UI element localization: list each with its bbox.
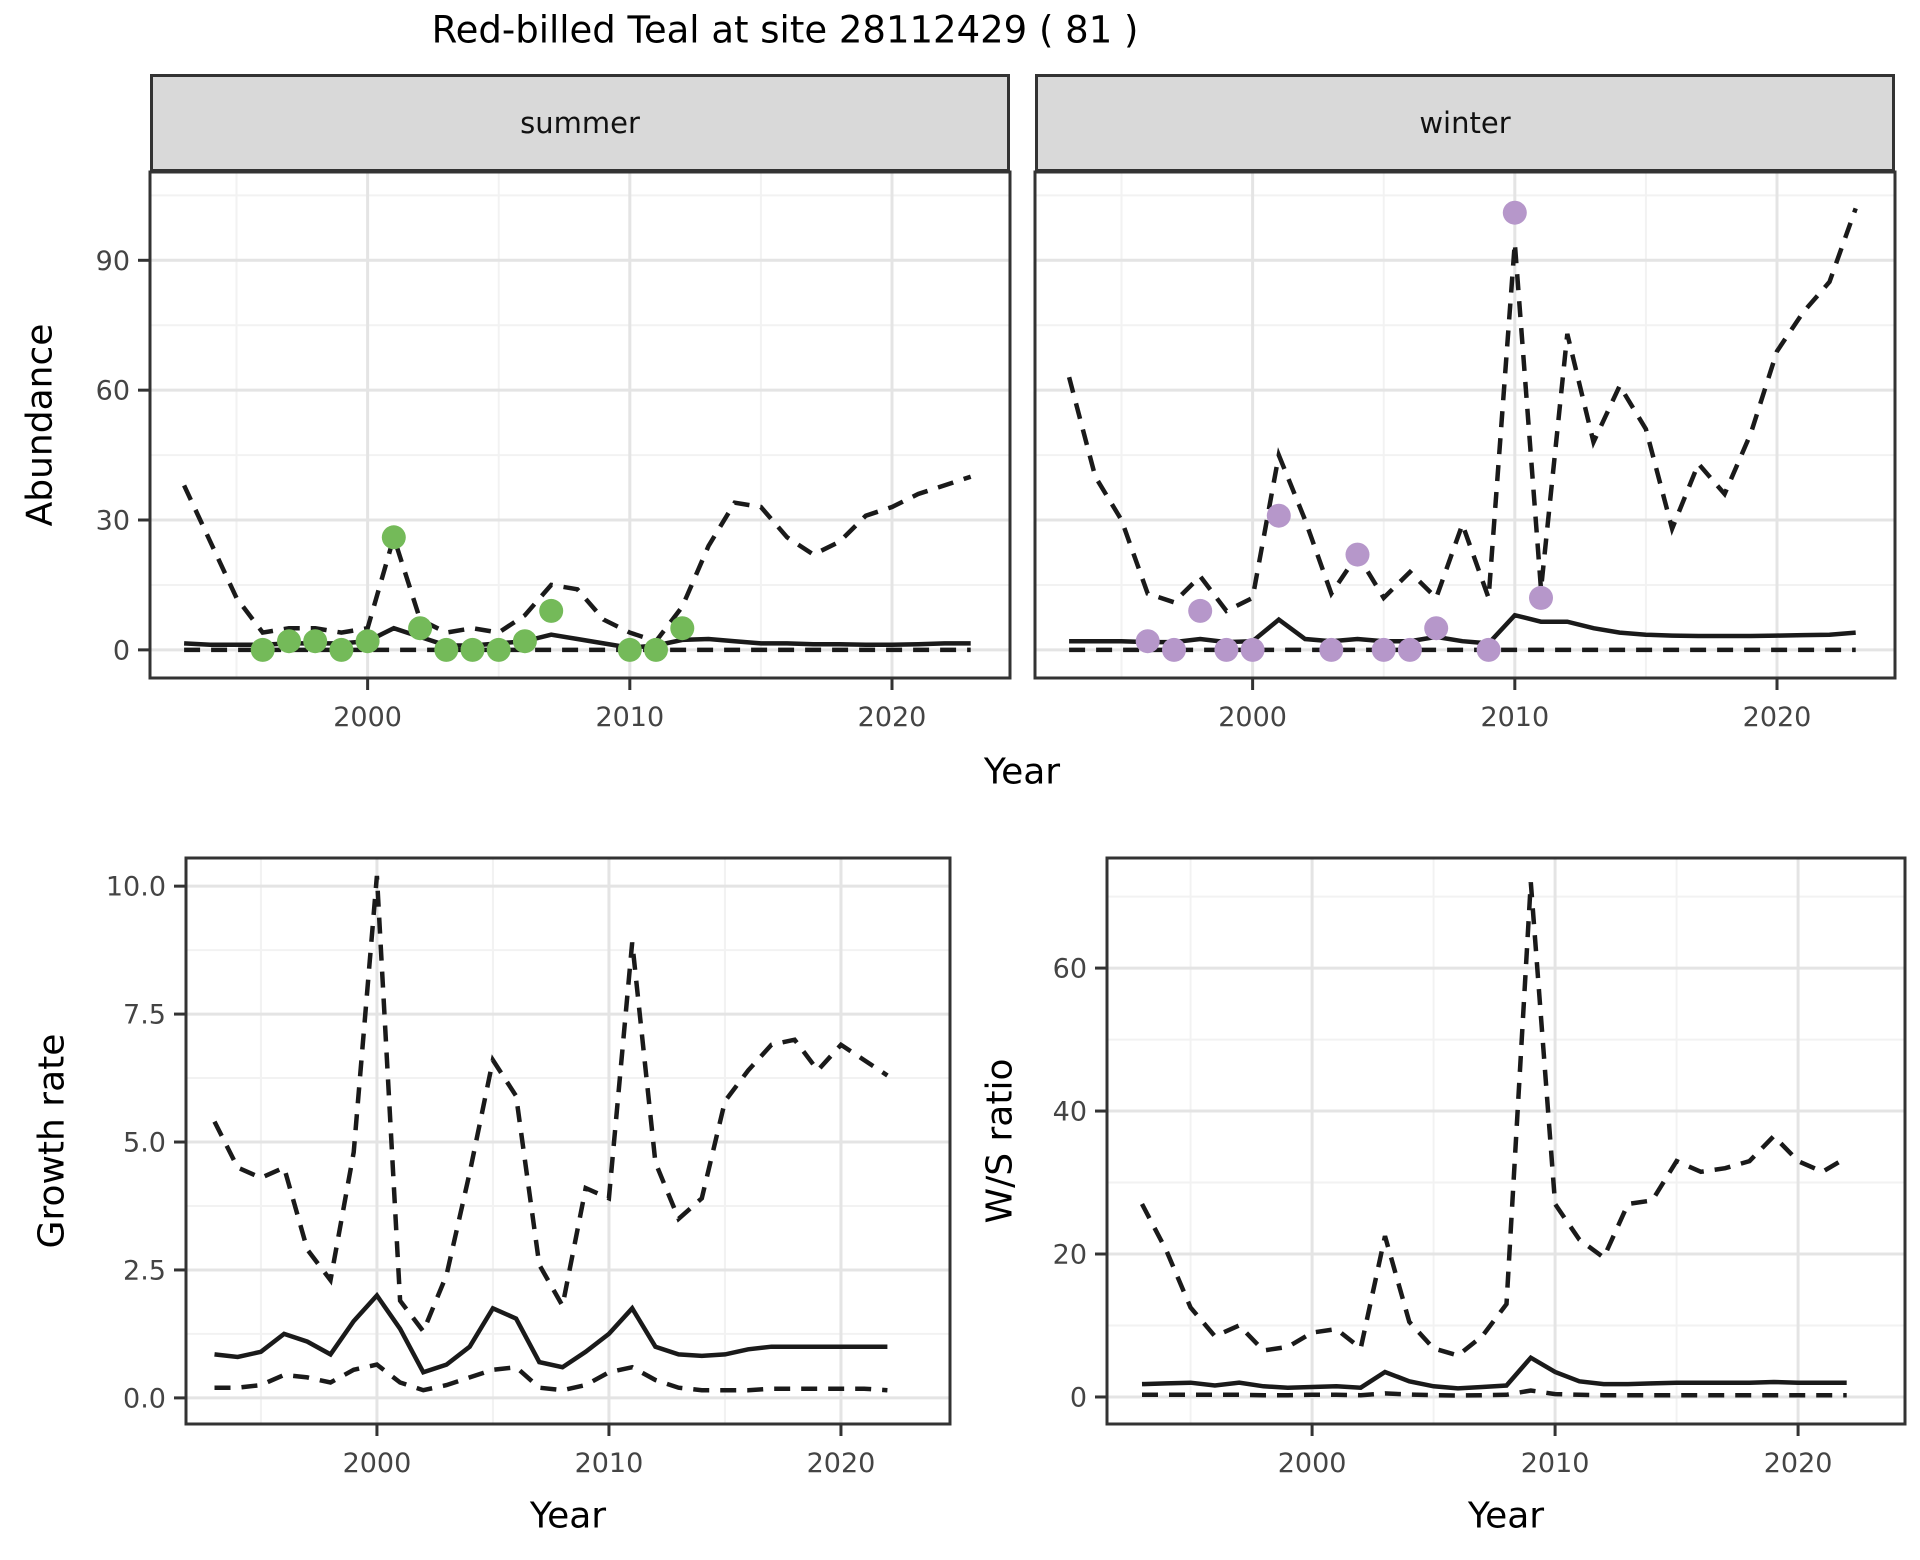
observed_counts-point [539,598,564,623]
panel-winter: 2000 2010 2020 [1033,170,1897,733]
abundance-axis-title: Abundance [19,323,61,527]
observed_counts-point [1266,503,1291,528]
observed_counts-point [408,616,433,641]
panel-growth-rate: 2000 2010 2020 0.0 2.5 5.0 7.5 10.0 [106,856,952,1479]
observed_counts-point [1319,637,1344,662]
y-tick-label: 7.5 [123,1000,166,1031]
y-tick-label: 0 [113,635,130,666]
observed_counts-point [434,637,459,662]
facet-label-summer: summer [520,106,640,140]
x-tick-label: 2020 [858,702,927,733]
observed_counts-point [303,629,328,654]
ws-ratio-axis-title: W/S ratio [979,1058,1021,1224]
series-lower_95ci [214,1362,888,1393]
y-tick-label: 0 [1070,1382,1087,1413]
y-tick-label: 90 [96,246,130,277]
x-tick-label: 2000 [1218,702,1287,733]
observed_counts-point [1397,637,1422,662]
observed_counts-point [512,629,537,654]
observed_counts-point [1476,637,1501,662]
facet-strip-winter: winter [1035,74,1895,172]
year-axis-title-bottom-right: Year [1467,1495,1545,1537]
x-tick-label: 2010 [1480,702,1549,733]
x-tick-label: 2000 [1278,1448,1347,1479]
figure-title: Red-billed Teal at site 28112429 ( 81 ) [431,8,1139,52]
x-tick-label: 2010 [595,702,664,733]
y-tick-label: 30 [96,505,130,536]
series-median [1141,1354,1847,1391]
observed_counts-point [460,637,485,662]
growth-rate-axis-title: Growth rate [31,1033,73,1249]
observed_counts-point [1345,542,1370,567]
facet-strip-summer: summer [150,74,1010,172]
year-axis-title-top: Year [983,751,1061,793]
series-median [1069,612,1856,646]
y-tick-label: 5.0 [123,1127,166,1158]
x-tick-label: 2020 [807,1448,876,1479]
observed_counts-point [1502,200,1527,225]
observed_counts-point [277,629,301,654]
observed_counts-point [1424,616,1449,641]
observed_counts-point [381,525,406,550]
observed_counts-point [1135,629,1160,654]
x-tick-label: 2010 [1521,1448,1590,1479]
y-tick-label: 60 [1053,954,1087,985]
series-median [214,1291,888,1376]
y-tick-label: 60 [96,376,130,407]
observed_counts-point [250,637,275,662]
x-tick-label: 2000 [343,1448,412,1479]
observed_counts-point [1188,598,1213,623]
x-tick-label: 2000 [333,702,402,733]
series-upper_95ci [182,474,972,644]
series-upper_95ci [212,875,889,1336]
observed_counts-point [1162,637,1186,662]
series-upper_95ci [1140,882,1848,1358]
y-tick-label: 40 [1053,1096,1087,1127]
x-tick-label: 2020 [1764,1448,1833,1479]
x-tick-label: 2020 [1743,702,1812,733]
observed_counts-point [617,637,642,662]
observed_counts-point [355,629,380,654]
observed_counts-point [1371,637,1396,662]
series-upper_95ci [1066,207,1858,614]
observed_counts-point [1529,585,1553,610]
observed_counts-point [644,637,668,662]
panel-w-s-ratio: 2000 2010 2020 0 20 40 60 [1053,856,1907,1479]
series-lower_95ci [1142,1388,1847,1398]
year-axis-title-bottom-left: Year [529,1495,607,1537]
y-tick-label: 2.5 [123,1255,166,1286]
y-tick-label: 0.0 [123,1383,166,1414]
y-tick-label: 20 [1053,1239,1087,1270]
x-tick-label: 2010 [575,1448,644,1479]
facet-label-winter: winter [1419,106,1511,140]
observed_counts-point [329,637,354,662]
observed_counts-point [670,616,695,641]
observed_counts-point [1240,637,1265,662]
panel-summer: 2000 2010 2020 0 30 60 90 [96,170,1012,733]
observed_counts-point [1214,637,1239,662]
observed_counts-point [486,637,511,662]
y-tick-label: 10.0 [106,872,166,903]
